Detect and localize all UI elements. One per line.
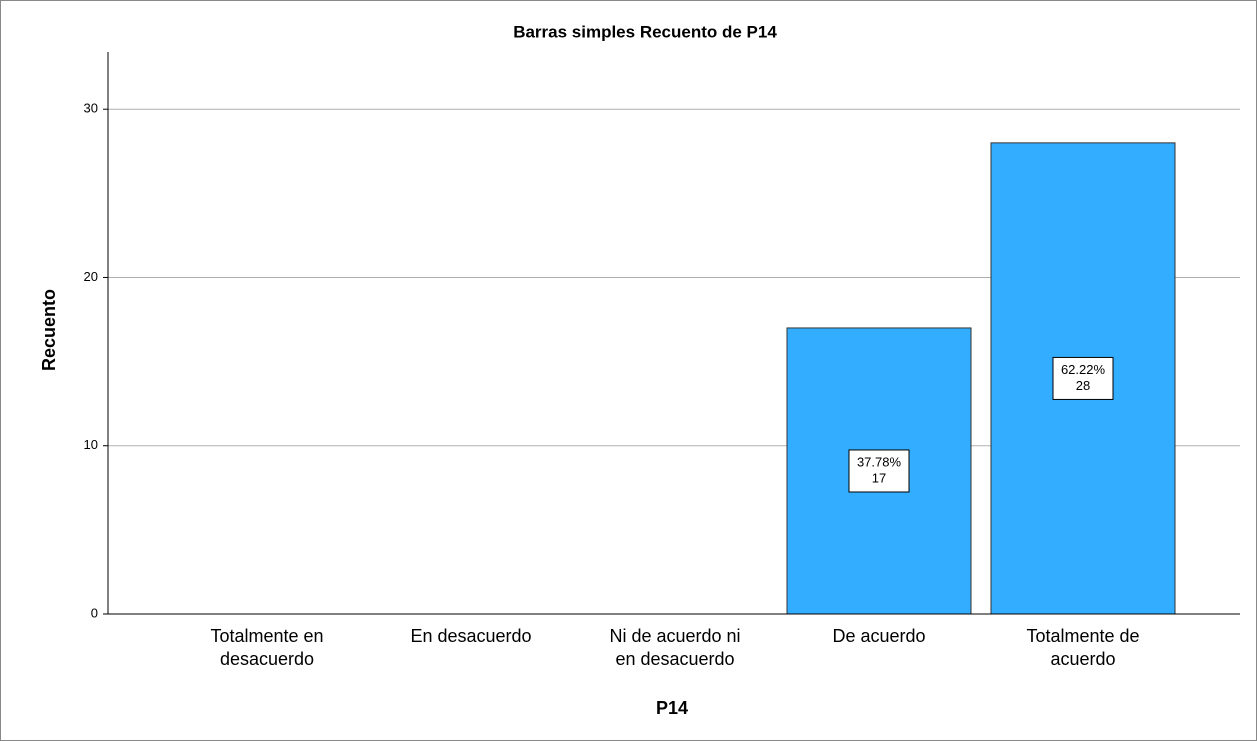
chart-title: Barras simples Recuento de P14 (513, 22, 777, 41)
x-tick-label: Ni de acuerdo ni en desacuerdo (609, 626, 740, 669)
y-tick-label: 10 (84, 437, 98, 452)
y-tick-label: 30 (84, 101, 98, 116)
x-tick-label: Totalmente en desacuerdo (210, 626, 323, 669)
x-tick-label: En desacuerdo (410, 626, 531, 646)
x-tick-label: De acuerdo (832, 626, 925, 646)
y-tick-label: 0 (91, 605, 98, 620)
percent-label: 62.22% (1061, 362, 1106, 377)
percent-label: 37.78% (857, 454, 902, 469)
value-label: 28 (1076, 378, 1090, 393)
label-box (1052, 356, 1114, 400)
label-box (848, 449, 910, 493)
x-tick-label: Totalmente de acuerdo (1026, 626, 1139, 669)
y-tick-label: 20 (84, 269, 98, 284)
y-axis-title: Recuento (39, 289, 59, 371)
value-label: 17 (872, 470, 886, 485)
x-axis-title: P14 (656, 698, 688, 718)
